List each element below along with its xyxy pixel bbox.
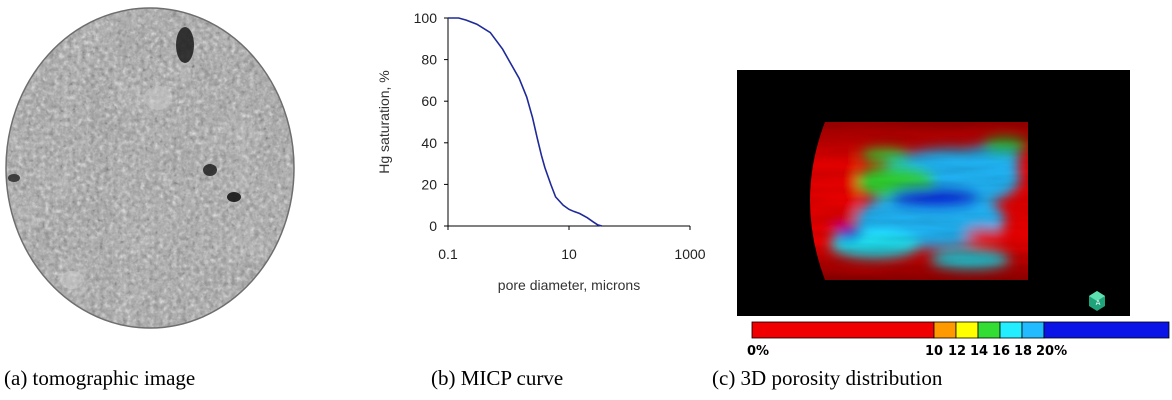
x-tick-label: 10 [561, 246, 577, 262]
colorbar-labels: 0% 10 12 14 16 18 20% [747, 344, 1067, 359]
y-tick-label: 100 [414, 10, 438, 26]
x-tick-label: 1000 [674, 246, 705, 262]
orientation-cube-icon[interactable]: A [1089, 291, 1105, 311]
y-tick-label: 40 [421, 135, 437, 151]
micp-chart-panel: 0 20 40 60 80 100 0.1 10 1000 pore diameter, mi… [340, 0, 720, 310]
y-tick-label: 60 [421, 93, 437, 109]
pore-spot [227, 192, 241, 202]
y-tick-label: 20 [421, 176, 437, 192]
colorbar-label: 12 [948, 344, 966, 359]
y-ticks: 0 20 40 60 80 100 [414, 10, 448, 234]
colorbar-segment [999, 321, 1023, 339]
grain [60, 271, 84, 289]
tomographic-image-panel [0, 0, 300, 340]
colorbar-label: 14 [970, 344, 988, 359]
porosity-cylinder [810, 122, 1028, 280]
porosity-3d-view: A 0% 10 12 14 16 18 20% [737, 70, 1170, 359]
colorbar-segment [1043, 321, 1170, 339]
micp-chart: 0 20 40 60 80 100 0.1 10 1000 pore diameter, mi… [376, 10, 706, 293]
caption-a: (a) tomographic image [4, 366, 196, 390]
x-tick-label: 0.1 [438, 246, 458, 262]
y-tick-label: 0 [429, 218, 437, 234]
pore-spot [176, 27, 194, 63]
pore-spot [203, 164, 217, 176]
tomographic-image [5, 7, 295, 329]
colorbar-label: 18 [1014, 344, 1032, 359]
colorbar-segment [751, 321, 935, 339]
colorbar-label: 20% [1036, 344, 1067, 359]
x-axis-label: pore diameter, microns [498, 277, 640, 293]
colorbar-label: 16 [992, 344, 1010, 359]
y-tick-label: 80 [421, 52, 437, 68]
porosity-panel: A 0% 10 12 14 16 18 20% [735, 70, 1172, 360]
pore-spot [264, 44, 276, 56]
caption-c: (c) 3D porosity distribution [712, 366, 943, 390]
porosity-colorbar [751, 321, 1170, 339]
y-axis-label: Hg saturation, % [376, 70, 392, 174]
colorbar-segment [977, 321, 1001, 339]
pore-spot [8, 174, 20, 182]
caption-b: (b) MICP curve [431, 366, 564, 390]
grain [144, 86, 172, 110]
colorbar-segment [933, 321, 957, 339]
svg-text:A: A [1096, 299, 1101, 307]
colorbar-segment [1021, 321, 1045, 339]
colorbar-label: 10 [925, 344, 943, 359]
colorbar-segment [955, 321, 979, 339]
micp-series-line [448, 17, 603, 227]
x-ticks: 0.1 10 1000 [438, 226, 706, 262]
colorbar-label: 0% [747, 344, 769, 359]
